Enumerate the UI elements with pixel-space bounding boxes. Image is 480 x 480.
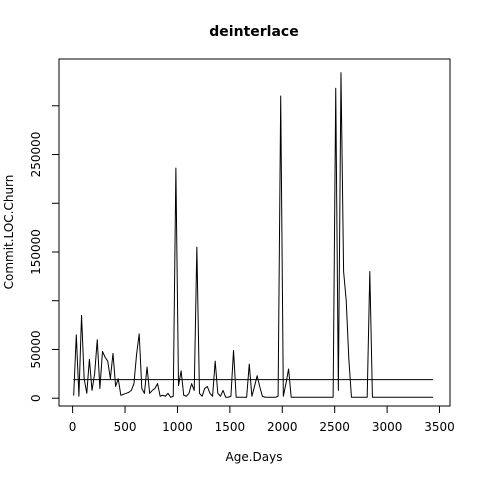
y-tick-label: 150000 bbox=[29, 229, 43, 275]
x-tick-label: 0 bbox=[69, 420, 77, 434]
y-axis-label: Commit.LOC.Churn bbox=[2, 175, 16, 290]
x-axis: 0 500 1000 1500 2000 2500 3000 3500 bbox=[69, 405, 455, 434]
x-tick-label: 1000 bbox=[162, 420, 193, 434]
y-tick-label: 50000 bbox=[29, 330, 43, 368]
chart-title: deinterlace bbox=[209, 24, 298, 40]
y-tick-label: 0 bbox=[29, 394, 43, 402]
x-tick-label: 3000 bbox=[372, 420, 403, 434]
y-tick-label: 250000 bbox=[29, 132, 43, 178]
plot-frame bbox=[58, 58, 451, 407]
x-tick-label: 2000 bbox=[267, 420, 298, 434]
series-line bbox=[73, 72, 434, 398]
y-axis: 0 50000 150000 250000 bbox=[29, 105, 60, 402]
series-layer bbox=[73, 72, 434, 398]
x-axis-label: Age.Days bbox=[226, 450, 283, 464]
x-tick-label: 1500 bbox=[215, 420, 246, 434]
x-tick-label: 500 bbox=[114, 420, 137, 434]
x-tick-label: 2500 bbox=[319, 420, 350, 434]
x-tick-label: 3500 bbox=[424, 420, 455, 434]
